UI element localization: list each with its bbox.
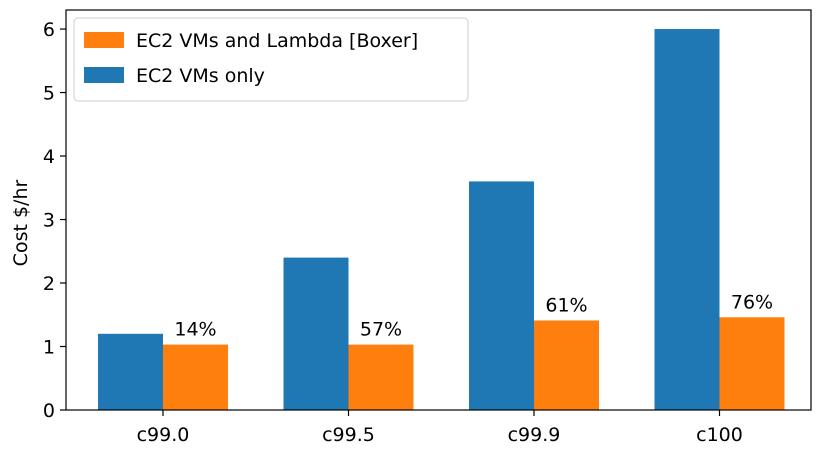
y-axis-label: Cost $/hr [10,180,32,267]
y-tick-label: 2 [43,273,55,295]
legend-entry-label: EC2 VMs and Lambda [Boxer] [136,30,418,52]
bar-ec2-only-c99.0 [98,333,163,410]
legend-entry-label: EC2 VMs only [136,65,265,87]
y-tick-label: 5 [43,83,55,105]
x-tick-label: c99.9 [508,424,561,446]
bar-boxer-c99.9 [534,320,599,410]
x-tick-label: c100 [696,424,743,446]
y-tick-label: 4 [43,146,55,168]
percent-annotation: 57% [360,319,402,341]
percent-annotation: 14% [174,319,216,341]
x-tick-label: c99.5 [322,424,375,446]
percent-annotation: 61% [545,294,587,316]
y-tick-label: 1 [43,337,55,359]
legend-swatch [84,32,124,48]
legend: EC2 VMs and Lambda [Boxer] EC2 VMs only [73,17,469,102]
annotations-group: 14% 57% 61% 76% [174,291,773,340]
bar-boxer-c99.0 [163,344,228,410]
legend-box [73,17,469,102]
legend-swatch [84,67,124,83]
bar-boxer-c99.5 [348,344,414,410]
bar-ec2-only-c100 [654,29,720,411]
plot-frame [65,9,812,411]
y-tick-label: 3 [43,210,55,232]
y-tick-label: 0 [43,400,55,422]
bar-boxer-c100 [719,317,785,410]
y-tick-label: 6 [43,19,55,41]
axes-group: 0 1 2 3 4 5 6 c99.0 c99.5 c99.9 c100 [43,9,812,446]
x-tick-label: c99.0 [137,424,190,446]
bars-group [98,29,785,411]
percent-annotation: 76% [731,291,773,313]
bar-ec2-only-c99.9 [469,181,534,410]
bar-ec2-only-c99.5 [283,257,349,410]
